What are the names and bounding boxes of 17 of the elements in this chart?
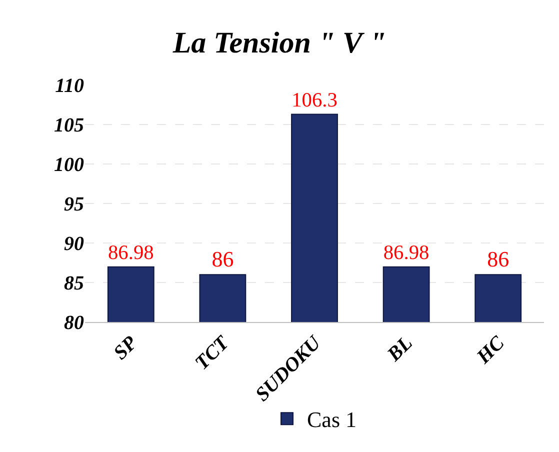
data-label: 86.98 (108, 242, 154, 264)
y-tick-label: 85 (64, 272, 84, 294)
data-label: 86 (212, 246, 234, 272)
y-tick-label: 95 (64, 194, 84, 216)
y-tick-label: 105 (54, 114, 84, 136)
legend-label: Cas 1 (307, 407, 356, 432)
chart-title: La Tension " V " (172, 26, 386, 60)
data-label: 86 (487, 246, 510, 272)
y-tick-label: 90 (64, 233, 84, 255)
data-label: 106.3 (292, 90, 338, 112)
x-tick-label: SP (109, 332, 142, 364)
data-label: 86.98 (383, 242, 430, 264)
y-tick-label: 100 (54, 154, 84, 176)
y-tick-label: 80 (64, 312, 84, 334)
x-tick-label: BL (382, 332, 417, 366)
x-tick-label: HC (472, 332, 510, 369)
y-tick-label: 110 (55, 75, 84, 97)
